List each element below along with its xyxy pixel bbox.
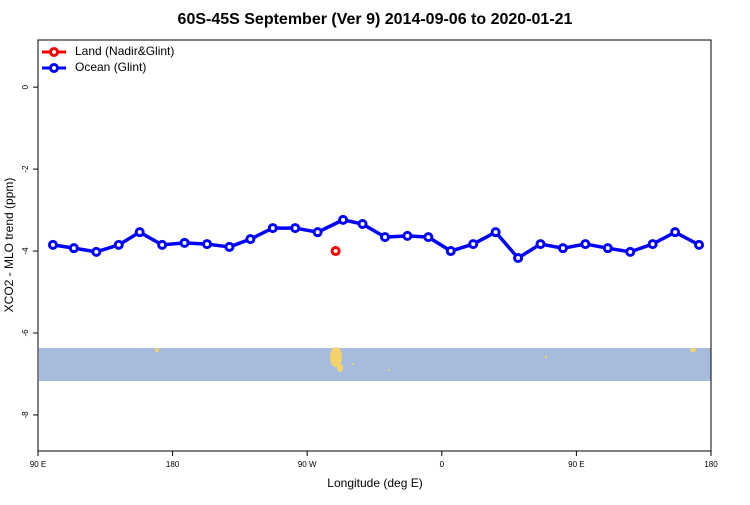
data-point — [402, 230, 413, 241]
series: Land (Nadir&Glint) — [42, 44, 341, 257]
data-point — [580, 239, 591, 250]
data-point — [312, 227, 323, 238]
series: Ocean (Glint) — [42, 60, 705, 263]
data-point — [224, 241, 235, 252]
y-tick-label: 0 — [21, 84, 30, 89]
ocean-band — [39, 348, 711, 381]
y-axis-label: XCO2 - MLO trend (ppm) — [2, 178, 16, 313]
data-point — [330, 246, 341, 257]
x-tick-label: 180 — [166, 460, 180, 469]
land-blob — [544, 355, 548, 359]
data-point — [245, 234, 256, 245]
data-point — [557, 243, 568, 254]
legend-label: Land (Nadir&Glint) — [75, 44, 174, 58]
data-point — [179, 237, 190, 248]
land-blob — [388, 369, 390, 371]
x-tick-label: 0 — [440, 460, 445, 469]
data-point — [113, 239, 124, 250]
data-point — [267, 223, 278, 234]
chart-title: 60S-45S September (Ver 9) 2014-09-06 to … — [178, 11, 573, 28]
data-point — [379, 232, 390, 243]
data-point — [535, 239, 546, 250]
data-point — [134, 227, 145, 238]
data-point — [513, 252, 524, 263]
data-point — [157, 239, 168, 250]
data-point — [338, 214, 349, 225]
plot-frame — [37, 39, 712, 452]
data-point — [68, 243, 79, 254]
data-point — [490, 227, 501, 238]
x-tick-label: 90 W — [298, 460, 317, 469]
x-tick-label: 90 E — [30, 460, 46, 469]
legend-marker — [49, 63, 59, 73]
data-point — [290, 223, 301, 234]
land-blob — [155, 348, 159, 352]
legend-marker — [49, 47, 59, 57]
x-axis-label: Longitude (deg E) — [327, 476, 422, 490]
y-tick-label: -2 — [21, 165, 30, 173]
land-blob — [690, 348, 696, 352]
data-point — [694, 239, 705, 250]
data-point — [47, 239, 58, 250]
land-blob — [330, 347, 342, 367]
data-point — [91, 246, 102, 257]
data-point — [625, 246, 636, 257]
data-point — [602, 243, 613, 254]
legend-label: Ocean (Glint) — [75, 60, 146, 74]
data-point — [468, 239, 479, 250]
data-point — [357, 218, 368, 229]
y-tick-label: -4 — [21, 247, 30, 255]
x-tick-label: 180 — [704, 460, 718, 469]
y-tick-label: -6 — [21, 329, 30, 337]
land-blob — [352, 363, 354, 365]
land-blob — [337, 364, 343, 372]
data-point — [423, 232, 434, 243]
x-tick-label: 90 E — [568, 460, 584, 469]
data-point — [647, 239, 658, 250]
y-tick-label: -8 — [21, 411, 30, 419]
map-band — [39, 347, 711, 381]
data-point — [201, 239, 212, 250]
data-point — [445, 246, 456, 257]
data-point — [670, 227, 681, 238]
